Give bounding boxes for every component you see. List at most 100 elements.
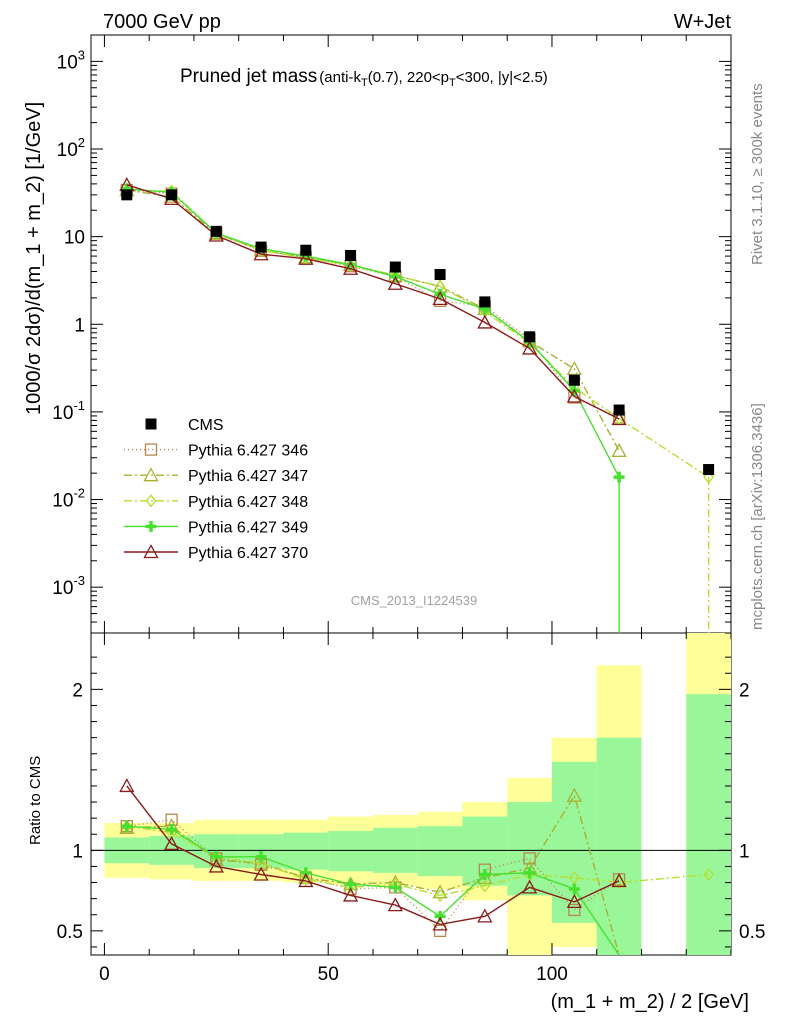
series-line [126, 184, 620, 420]
data-point-square [479, 296, 491, 308]
legend-label: Pythia 6.427 348 [188, 494, 308, 511]
y-tick-label: 102 [57, 135, 85, 161]
data-point-square [345, 249, 357, 261]
data-point-triangle [143, 467, 159, 482]
analysis-watermark: CMS_2013_I1224539 [351, 593, 478, 608]
data-point-cross [145, 520, 157, 532]
data-point-square [166, 189, 178, 201]
y-tick-label: 10-2 [52, 486, 85, 512]
data-point-square-open [568, 903, 581, 917]
data-point-square [613, 404, 625, 416]
data-point-triangle [566, 787, 582, 802]
data-point-triangle [522, 340, 538, 355]
ratio-y-tick-label-right: 2 [739, 680, 750, 701]
data-point-triangle [432, 884, 448, 899]
green-band-bin [328, 831, 373, 872]
ratio-y-tick-label-right: 0.5 [739, 922, 765, 943]
legend-label: Pythia 6.427 346 [188, 443, 308, 460]
data-point-triangle [253, 246, 269, 261]
data-point-square [434, 268, 446, 280]
legend: CMS Pythia 6.427 346 Pythia 6.427 347 Pythi… [124, 417, 308, 562]
x-axis-title: (m_1 + m_2) / 2 [GeV] [551, 991, 749, 1013]
data-point-square-open [144, 443, 158, 456]
data-point-triangle [163, 836, 180, 851]
data-point-cross [479, 869, 491, 880]
data-point-diamond [300, 872, 312, 886]
data-point-triangle [298, 873, 314, 888]
data-point-square [568, 374, 580, 386]
data-point-triangle [566, 894, 582, 909]
process-label: W+Jet [674, 11, 732, 33]
data-point-triangle [143, 544, 159, 559]
green-band-bin [283, 832, 329, 870]
y-tick-label: 1 [74, 315, 85, 336]
data-point-triangle [342, 260, 359, 275]
x-tick-label: 50 [318, 964, 339, 985]
ratio-uncertainty-bands [91, 633, 731, 955]
green-band-bin [417, 826, 463, 877]
legend-label: Pythia 6.427 349 [188, 519, 308, 536]
data-point-square [524, 331, 536, 343]
data-point-diamond [703, 867, 714, 882]
legend-label: CMS [188, 417, 224, 434]
rivet-label: Rivet 3.1.10, ≥ 300k events [749, 83, 766, 265]
x-tick-label: 0 [99, 964, 110, 985]
y-tick-label: 103 [57, 47, 85, 73]
data-point-square [121, 189, 133, 201]
data-point-triangle [566, 360, 582, 376]
ratio-axes: 0 50 100 0.5 0.5 1 1 2 2 [57, 633, 765, 985]
chart-title: Pruned jet mass (anti-kT(0.7), 220<pT<300… [180, 66, 548, 89]
data-point-triangle [387, 897, 403, 912]
data-point-square [300, 244, 312, 256]
data-point-diamond [479, 879, 491, 893]
ratio-series-line [126, 825, 620, 956]
data-point-triangle [566, 388, 582, 403]
data-point-triangle [432, 916, 448, 931]
ratio-series-line [126, 793, 620, 956]
data-point-cross [434, 910, 446, 922]
data-point-triangle [477, 908, 493, 923]
data-point-triangle [611, 442, 627, 457]
data-point-triangle [611, 411, 627, 426]
green-band-bin [596, 737, 642, 955]
ratio-y-tick-label: 0.5 [57, 922, 83, 943]
data-point-cross [434, 288, 446, 300]
ratio-series-line [126, 819, 620, 932]
green-band-bin [686, 694, 731, 955]
x-tick-label: 100 [536, 964, 568, 985]
legend-label: Pythia 6.427 370 [188, 545, 308, 562]
data-point-square [255, 241, 267, 253]
data-point-cross [389, 881, 401, 893]
series-line [126, 189, 620, 419]
energy-label: 7000 GeV pp [103, 11, 221, 33]
data-point-triangle [119, 778, 135, 793]
ratio-series-line [126, 785, 620, 926]
data-point-cross [300, 867, 312, 879]
main-y-axis: 10-3 10-2 10-1 1 10 102 103 [52, 34, 732, 634]
y-tick-label: 10-1 [52, 398, 85, 424]
data-point-triangle [342, 887, 359, 902]
data-point-cross [255, 851, 267, 863]
ratio-y-axis-title: Ratio to CMS [27, 756, 44, 845]
data-point-square-open [433, 924, 447, 937]
ratio-y-tick-label-right: 1 [739, 841, 750, 862]
data-point-triangle [477, 314, 493, 329]
main-y-axis-title: 1000/σ 2dσ)/d(m_1 + m_2) [1/GeV] [23, 102, 45, 415]
data-point-square [389, 261, 401, 273]
data-point-triangle [298, 250, 314, 265]
data-point-triangle [208, 858, 224, 873]
data-point-square [145, 418, 157, 430]
ratio-y-tick-label: 2 [72, 680, 83, 701]
y-tick-label: 10-3 [52, 573, 85, 599]
series-line [126, 189, 620, 452]
data-point-triangle [432, 290, 448, 306]
data-point-square [703, 464, 715, 476]
data-point-triangle [611, 873, 627, 888]
data-point-triangle [208, 852, 224, 867]
data-point-cross [568, 883, 580, 895]
ratio-series-group [119, 778, 714, 956]
legend-label: Pythia 6.427 347 [188, 468, 308, 485]
data-point-triangle [387, 275, 403, 290]
data-point-diamond [145, 494, 157, 508]
